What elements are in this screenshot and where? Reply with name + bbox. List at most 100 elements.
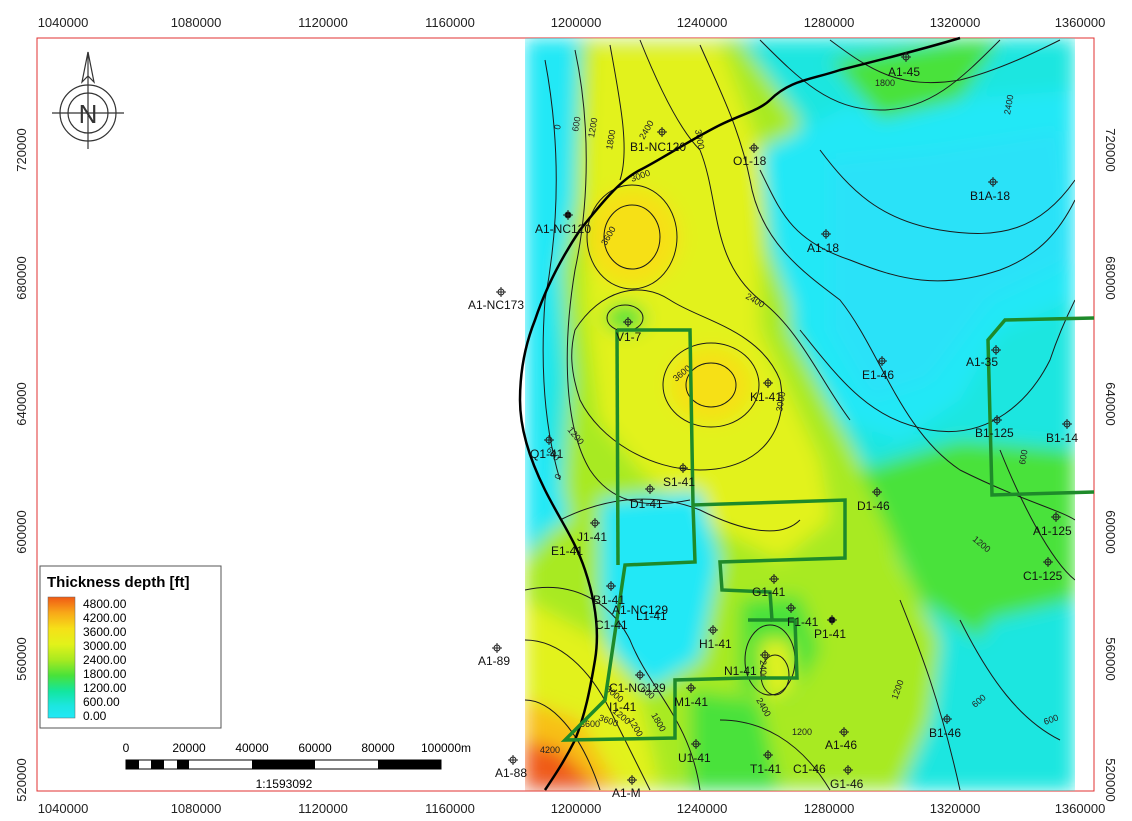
well-label: G1-41 (752, 585, 786, 599)
axis-tick-label: 1240000 (677, 801, 728, 816)
concession-boundaries (560, 316, 1095, 742)
legend-color-ramp (47, 596, 76, 719)
well-symbol (786, 603, 796, 613)
top-axis: 1040000 1080000 1120000 1160000 1200000 … (38, 15, 1106, 30)
well-labels: A1-45 B1-NC120 O1-18 B1A-18 A1-NC120 A1-… (468, 65, 1078, 800)
well-label: A1-45 (888, 65, 920, 79)
well-label: A1-35 (966, 355, 998, 369)
axis-tick-label: 520000 (14, 758, 29, 801)
well-symbol (635, 670, 645, 680)
legend-value: 4200.00 (83, 611, 127, 625)
well-symbol (769, 574, 779, 584)
axis-tick-label: 720000 (1103, 128, 1118, 171)
scale-tick-label: 100000m (421, 741, 471, 755)
contour-label: 2400 (758, 660, 768, 680)
axis-tick-label: 1080000 (171, 15, 222, 30)
well-label: C1-NC129 (609, 681, 666, 695)
contour-label: 600 (570, 116, 582, 133)
legend-value: 0.00 (83, 709, 107, 723)
well-label: A1-89 (478, 654, 510, 668)
scale-tick-label: 20000 (172, 741, 206, 755)
well-markers (492, 52, 1072, 785)
axis-tick-label: 640000 (14, 382, 29, 425)
well-label: A1-46 (825, 738, 857, 752)
well-label: Q1-41 (530, 447, 564, 461)
coastline (518, 36, 961, 791)
axis-tick-label: 520000 (1103, 758, 1118, 801)
legend-value: 1800.00 (83, 667, 127, 681)
well-symbol (691, 739, 701, 749)
well-symbol (843, 765, 853, 775)
axis-tick-label: 1280000 (804, 15, 855, 30)
well-symbol (992, 415, 1002, 425)
well-label: G1-46 (830, 777, 864, 791)
well-symbol (942, 714, 952, 724)
well-symbol (749, 143, 759, 153)
contour-label: 1800 (875, 78, 895, 88)
well-symbol (508, 755, 518, 765)
well-label: A1-125 (1033, 524, 1072, 538)
well-label: U1-41 (678, 751, 711, 765)
axis-tick-label: 1360000 (1055, 801, 1106, 816)
well-label: F1-41 (787, 615, 819, 629)
axis-tick-label: 1160000 (425, 801, 475, 816)
well-symbol (708, 625, 718, 635)
scale-tick-label: 0 (123, 741, 130, 755)
axis-tick-label: 1040000 (38, 801, 89, 816)
well-symbol (877, 356, 887, 366)
contour-label: 3000 (774, 391, 787, 412)
well-symbol (544, 435, 554, 445)
well-label: B1-NC120 (630, 140, 686, 154)
legend-value: 4800.00 (83, 597, 127, 611)
axis-tick-label: 1280000 (804, 801, 855, 816)
axis-tick-label: 1360000 (1055, 15, 1106, 30)
well-symbol (563, 210, 573, 220)
well-label: E1-46 (862, 368, 894, 382)
axis-tick-label: 1200000 (551, 15, 602, 30)
contour-label: 2400 (1002, 94, 1015, 115)
well-symbol (657, 127, 667, 137)
well-label: B1-46 (929, 726, 961, 740)
well-symbol (988, 177, 998, 187)
well-label: B1-125 (975, 426, 1014, 440)
legend-value: 1200.00 (83, 681, 127, 695)
right-axis: 720000 680000 640000 600000 560000 52000… (1103, 128, 1118, 801)
contour-label: 0 (552, 473, 563, 481)
well-label: D1-46 (857, 499, 890, 513)
well-symbol (901, 52, 911, 62)
scale-bar: 0 20000 40000 60000 80000 100000m 1:1593… (123, 741, 471, 791)
well-label: P1-41 (814, 627, 846, 641)
well-label: S1-41 (663, 475, 695, 489)
axis-tick-label: 1200000 (551, 801, 602, 816)
well-symbol (991, 345, 1001, 355)
north-letter: N (79, 99, 98, 129)
contour-label: 600 (1042, 712, 1060, 727)
well-label: A1-18 (807, 241, 839, 255)
well-symbol (590, 518, 600, 528)
well-label: D1-41 (630, 497, 663, 511)
well-label: O1-18 (733, 154, 767, 168)
well-symbol (839, 727, 849, 737)
well-label: A1-NC120 (535, 222, 591, 236)
well-label: C1-46 (793, 762, 826, 776)
contour-label: 1800 (604, 129, 617, 150)
legend-value: 600.00 (83, 695, 120, 709)
well-label: C1-41 (595, 618, 628, 632)
well-label: A1-88 (495, 766, 527, 780)
well-label: B1-41 (593, 593, 625, 607)
contour-label: 0 (552, 124, 563, 131)
axis-tick-label: 1120000 (298, 801, 348, 816)
axis-tick-label: 600000 (14, 510, 29, 553)
well-symbol (678, 463, 688, 473)
axis-tick-label: 720000 (14, 128, 29, 171)
well-label: J1-41 (577, 530, 607, 544)
well-label: T1-41 (750, 762, 782, 776)
well-label: B1A-18 (970, 189, 1010, 203)
well-label: K1-41 (750, 390, 782, 404)
well-symbol (623, 317, 633, 327)
well-label: M1-41 (674, 695, 708, 709)
contour-label: 4200 (540, 745, 560, 755)
axis-tick-label: 1320000 (930, 15, 981, 30)
axis-tick-label: 1040000 (38, 15, 89, 30)
